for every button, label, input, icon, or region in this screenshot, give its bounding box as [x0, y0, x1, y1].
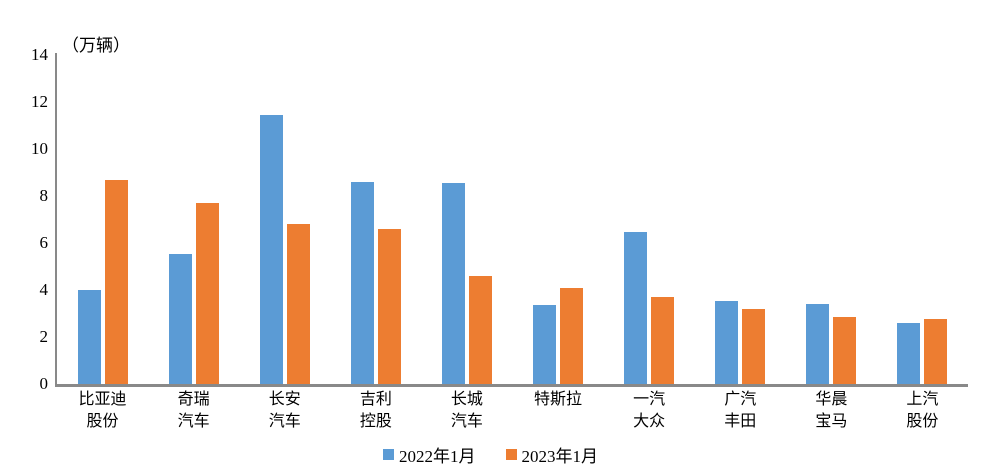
legend-item: 2023年1月: [505, 442, 599, 467]
bar-2022年1月: [168, 254, 192, 384]
x-axis-category-label: 广汽 丰田: [724, 391, 757, 430]
bar-2022年1月: [715, 301, 739, 384]
bar-2023年1月: [560, 288, 584, 384]
bar-2023年1月: [833, 317, 857, 384]
legend-label: 2022年1月: [399, 447, 476, 466]
bar-2023年1月: [195, 203, 219, 384]
bar-2023年1月: [651, 297, 675, 384]
y-axis-tick-label: 4: [39, 280, 49, 299]
legend: 2022年1月 2023年1月: [0, 442, 981, 467]
x-axis-line: [55, 384, 968, 387]
legend-label: 2023年1月: [521, 447, 599, 466]
plot-area: [55, 53, 968, 387]
bar-2022年1月: [441, 183, 465, 384]
legend-swatch: [383, 449, 394, 460]
x-axis-category-label: 奇瑞 汽车: [177, 391, 210, 430]
x-axis-category-label: 特斯拉: [534, 391, 583, 408]
x-axis-category-label: 长安 汽车: [268, 391, 301, 430]
bar-2022年1月: [624, 232, 648, 384]
legend-item: 2022年1月: [383, 442, 476, 467]
bar-2022年1月: [77, 290, 101, 384]
x-axis-category-label: 华晨 宝马: [815, 391, 848, 430]
x-axis-category-label: 比亚迪 股份: [78, 391, 127, 430]
x-axis-category-label: 长城 汽车: [450, 391, 483, 430]
bar-2023年1月: [104, 180, 128, 384]
bar-2022年1月: [897, 323, 921, 384]
bar-2022年1月: [533, 305, 557, 384]
y-axis-line: [55, 53, 57, 384]
y-axis-tick-label: 6: [39, 233, 49, 252]
y-axis-tick-label: 10: [31, 139, 48, 158]
y-axis-tick-label: 14: [31, 45, 48, 64]
bar-2022年1月: [259, 115, 283, 384]
legend-swatch: [505, 449, 517, 460]
x-axis-category-label: 上汽 股份: [906, 391, 939, 430]
x-axis-category-label: 吉利 控股: [359, 391, 392, 430]
x-axis-category-label: 一汽 大众: [633, 391, 666, 430]
y-axis-tick-label: 8: [39, 186, 49, 205]
bar-2023年1月: [924, 319, 948, 384]
y-axis-tick-label: 12: [31, 92, 48, 111]
y-axis-tick-label: 0: [39, 374, 49, 393]
bar-2022年1月: [350, 182, 374, 384]
bar-2023年1月: [377, 229, 401, 384]
bar-2022年1月: [806, 304, 830, 384]
y-axis-unit-label: （万辆）: [62, 36, 130, 55]
bar-2023年1月: [468, 276, 492, 384]
bar-2023年1月: [286, 224, 310, 384]
bar-2023年1月: [742, 309, 766, 384]
y-axis-tick-label: 2: [39, 327, 49, 346]
